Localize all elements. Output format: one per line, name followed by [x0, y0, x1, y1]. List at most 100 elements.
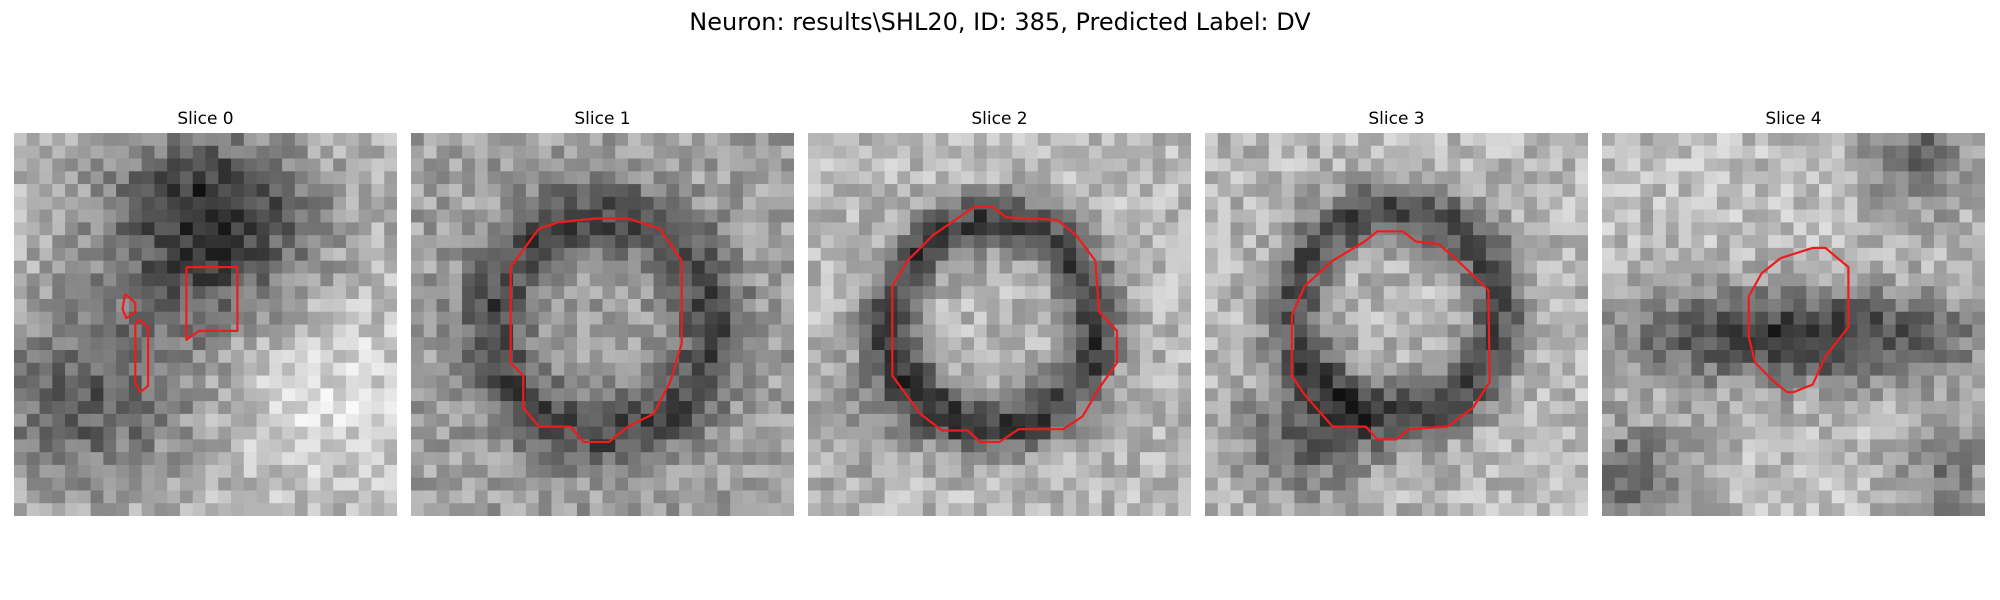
- pixel: [449, 247, 463, 262]
- pixel: [538, 171, 553, 185]
- pixel: [846, 247, 860, 262]
- pixel: [1857, 298, 1871, 313]
- pixel: [833, 196, 847, 211]
- pixel: [294, 324, 309, 338]
- pixel: [423, 490, 438, 504]
- pixel: [1447, 439, 1461, 453]
- pixel: [167, 158, 181, 172]
- pixel: [65, 452, 79, 466]
- pixel: [628, 426, 642, 440]
- pixel: [320, 184, 334, 198]
- pixel: [922, 286, 937, 300]
- pixel: [65, 247, 79, 262]
- pixel: [487, 337, 501, 351]
- pixel: [116, 145, 130, 160]
- pixel: [65, 503, 79, 516]
- pixel: [1921, 171, 1935, 185]
- pixel: [436, 413, 450, 428]
- pixel: [1780, 439, 1795, 453]
- pixel: [1627, 222, 1641, 236]
- pixel: [666, 503, 680, 516]
- pixel: [1409, 439, 1423, 453]
- pixel: [320, 222, 334, 236]
- pixel: [231, 222, 245, 236]
- pixel: [1114, 273, 1128, 287]
- pixel: [231, 375, 245, 389]
- pixel: [462, 235, 476, 249]
- pixel: [1640, 362, 1654, 377]
- pixel: [294, 439, 309, 453]
- pixel: [1268, 158, 1283, 172]
- pixel: [384, 337, 397, 351]
- pixel: [859, 337, 873, 351]
- pixel: [691, 311, 706, 326]
- pixel: [1396, 388, 1410, 402]
- pixel: [551, 184, 565, 198]
- pixel: [1665, 375, 1680, 389]
- pixel: [538, 324, 553, 338]
- pixel: [371, 196, 385, 211]
- pixel: [1422, 222, 1436, 236]
- pixel: [1780, 171, 1795, 185]
- pixel: [999, 464, 1013, 479]
- pixel: [1422, 503, 1436, 516]
- slice-image: [1602, 133, 1985, 516]
- pixel: [14, 464, 28, 479]
- pixel: [1332, 311, 1347, 326]
- pixel: [1704, 375, 1718, 389]
- pixel: [1037, 464, 1052, 479]
- pixel: [1870, 439, 1884, 453]
- pixel: [1691, 171, 1705, 185]
- pixel: [462, 184, 476, 198]
- pixel: [1882, 362, 1897, 377]
- pixel: [1050, 133, 1064, 147]
- pixel: [1396, 311, 1410, 326]
- pixel: [1614, 209, 1629, 223]
- pixel: [1640, 413, 1654, 428]
- pixel: [653, 413, 667, 428]
- pixel: [1959, 439, 1973, 453]
- pixel: [26, 375, 41, 389]
- pixel: [1281, 235, 1295, 249]
- pixel: [1959, 324, 1973, 338]
- pixel: [589, 452, 604, 466]
- pixel: [14, 388, 28, 402]
- pixel: [1139, 260, 1154, 275]
- pixel: [1256, 273, 1270, 287]
- pixel: [411, 209, 425, 223]
- pixel: [1332, 464, 1347, 479]
- pixel: [1409, 184, 1423, 198]
- pixel: [1614, 439, 1629, 453]
- pixel: [1050, 286, 1064, 300]
- pixel: [1243, 158, 1257, 172]
- pixel: [833, 133, 847, 147]
- pixel: [1217, 171, 1232, 185]
- pixel: [1908, 273, 1922, 287]
- pixel: [294, 413, 309, 428]
- pixel: [1409, 222, 1423, 236]
- pixel: [436, 477, 450, 492]
- pixel: [384, 350, 397, 364]
- pixel: [1409, 158, 1423, 172]
- pixel: [65, 413, 79, 428]
- pixel: [243, 273, 258, 287]
- pixel: [768, 209, 782, 223]
- pixel: [833, 477, 847, 492]
- pixel: [922, 311, 937, 326]
- pixel: [1716, 490, 1731, 504]
- pixel: [1409, 273, 1423, 287]
- pixel: [679, 464, 693, 479]
- pixel: [1152, 362, 1167, 377]
- pixel: [282, 273, 296, 287]
- pixel: [90, 503, 104, 516]
- pixel: [679, 145, 693, 160]
- pixel: [781, 337, 794, 351]
- pixel: [1485, 184, 1500, 198]
- pixel: [576, 184, 591, 198]
- pixel: [116, 426, 130, 440]
- pixel: [256, 388, 270, 402]
- pixel: [39, 324, 53, 338]
- roi-contour: [1290, 230, 1491, 441]
- pixel: [1307, 222, 1321, 236]
- pixel: [820, 222, 835, 236]
